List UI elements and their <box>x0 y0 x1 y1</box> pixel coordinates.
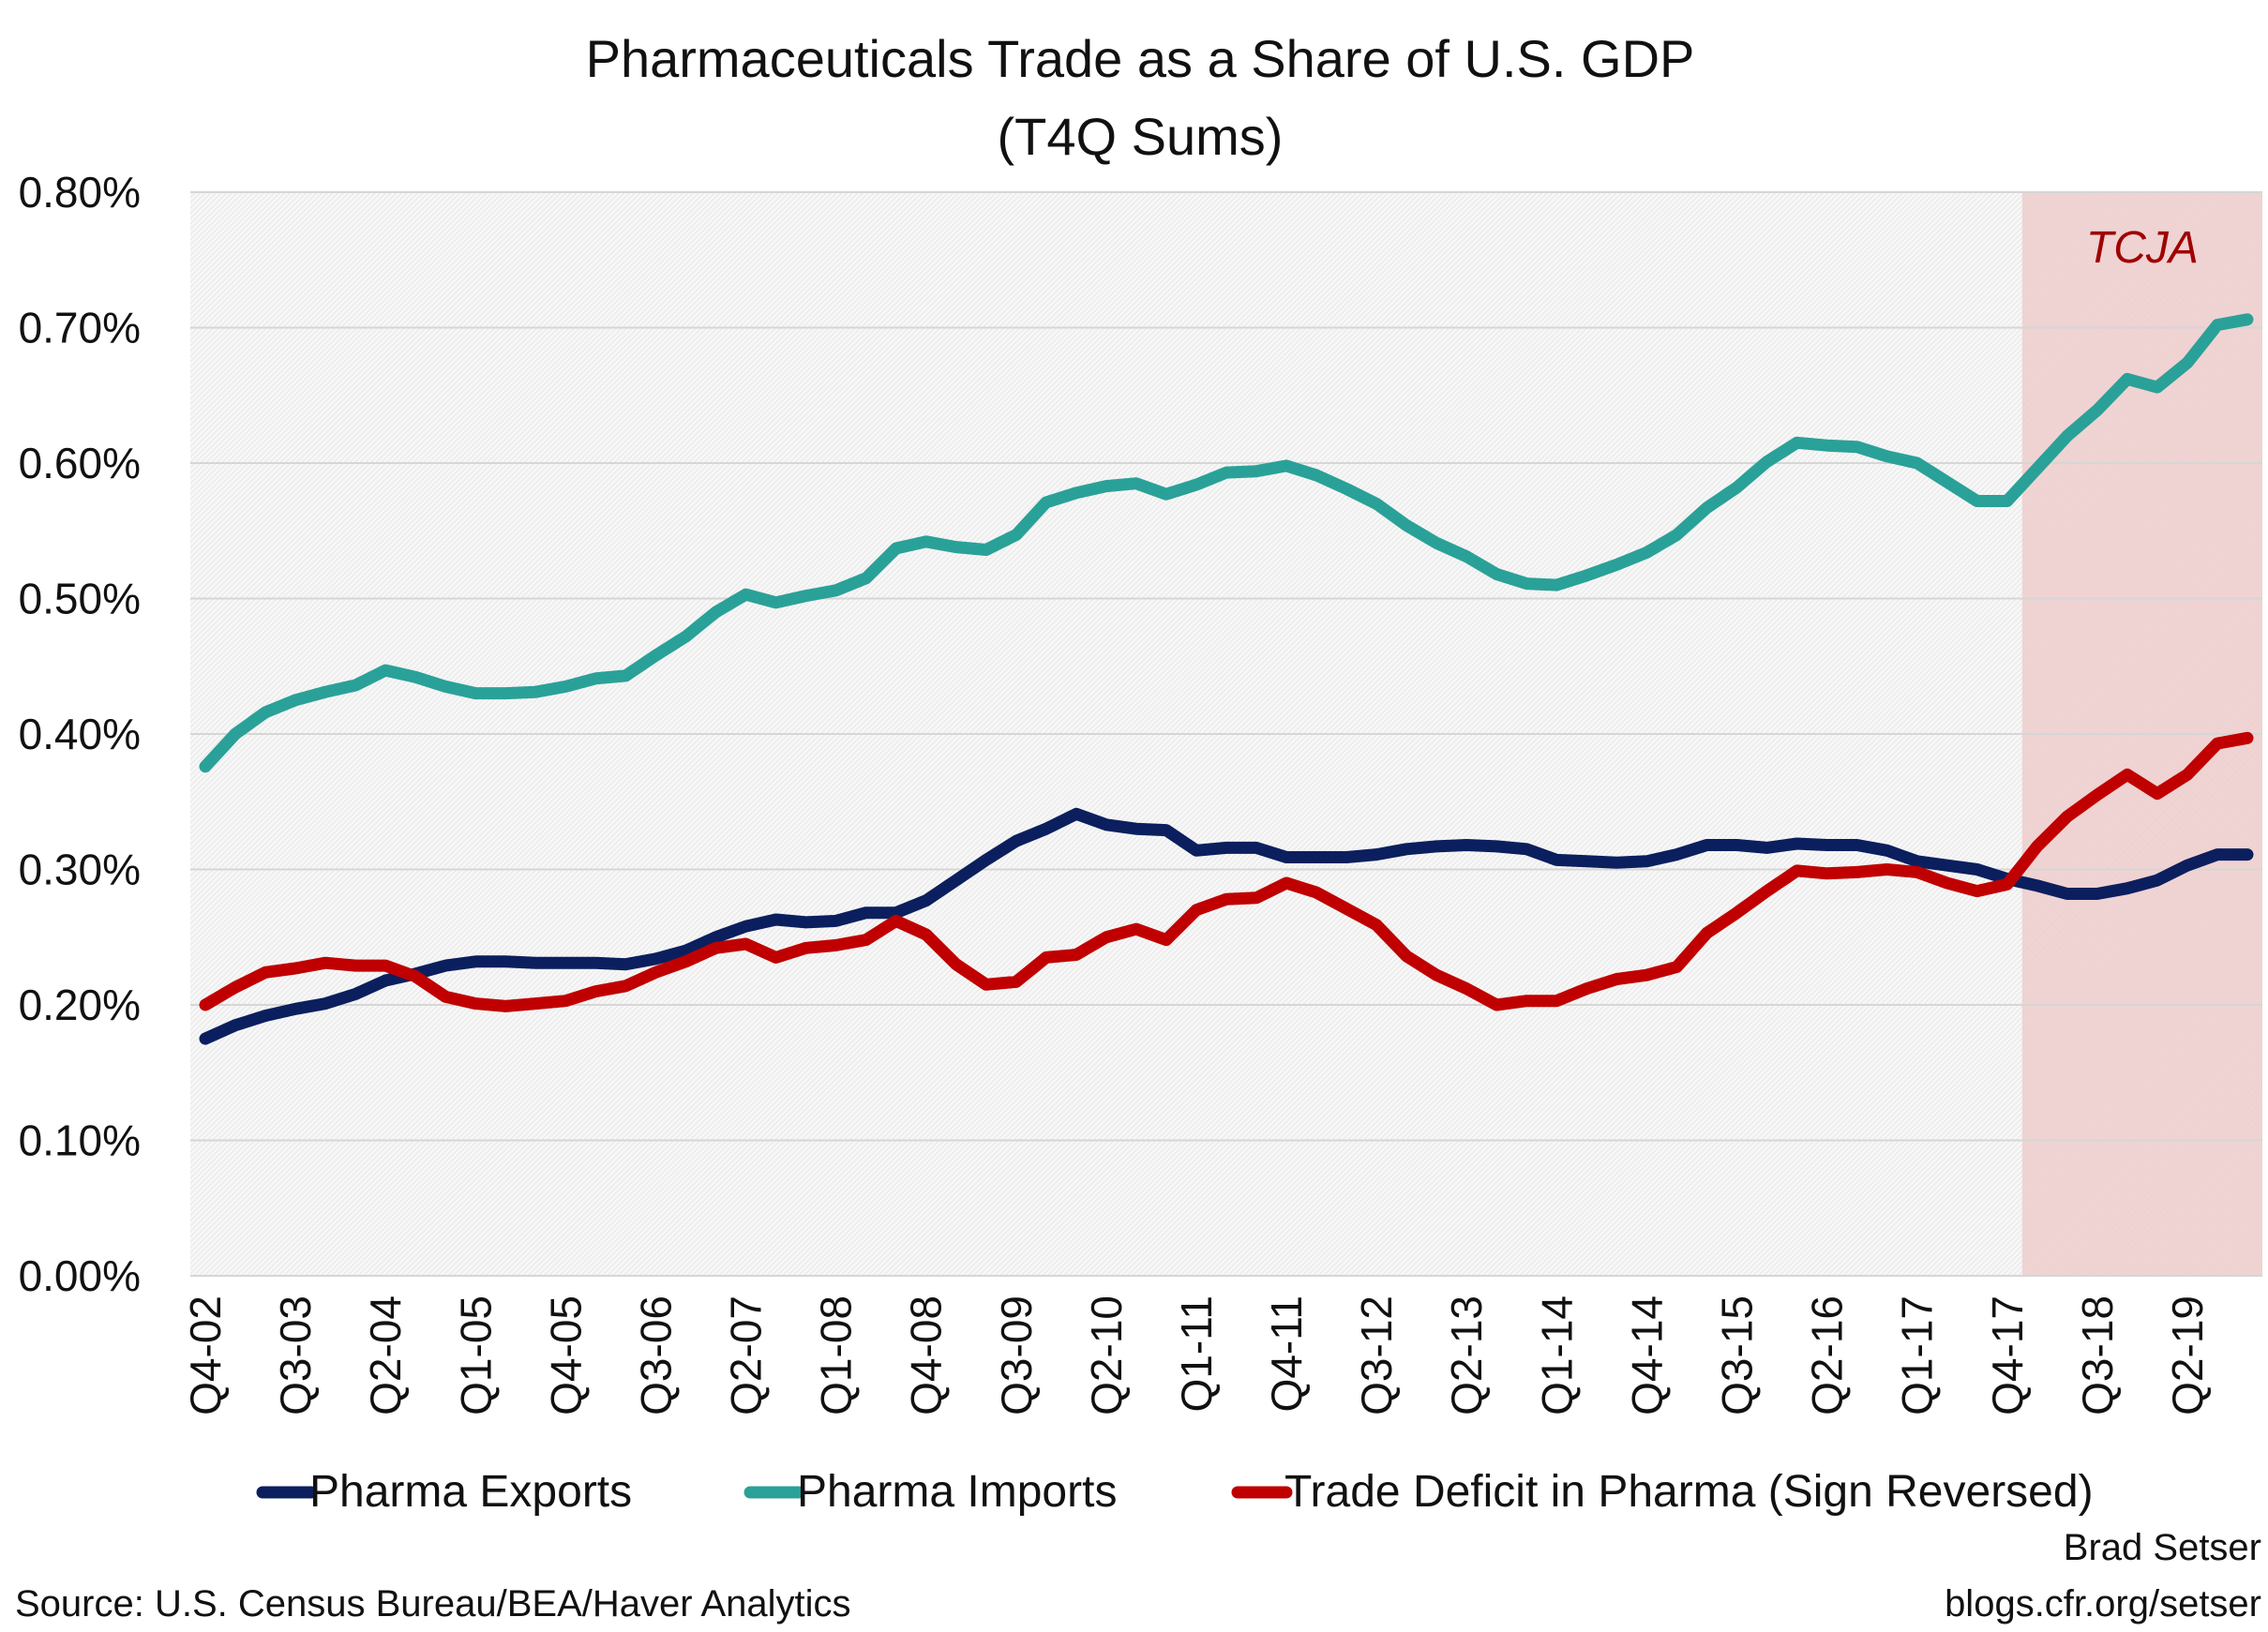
x-tick-label: Q1-14 <box>1532 1295 1581 1415</box>
x-tick-label: Q1-11 <box>1172 1295 1221 1412</box>
tcja-label: TCJA <box>2086 223 2199 273</box>
x-tick-label: Q4-02 <box>181 1295 230 1415</box>
y-tick-label: 0.00% <box>19 1251 141 1300</box>
x-tick-label: Q3-15 <box>1712 1295 1761 1415</box>
legend-label: Pharma Exports <box>309 1467 632 1517</box>
source-note: Source: U.S. Census Bureau/BEA/Haver Ana… <box>15 1583 851 1625</box>
y-tick-label: 0.10% <box>19 1116 141 1165</box>
series-line-exports <box>199 807 2254 1045</box>
x-tick-label: Q1-05 <box>451 1295 500 1415</box>
legend-label: Trade Deficit in Pharma (Sign Reversed) <box>1284 1467 2094 1517</box>
y-tick-label: 0.20% <box>19 981 141 1029</box>
y-tick-label: 0.40% <box>19 710 141 758</box>
x-tick-label: Q3-12 <box>1352 1295 1401 1415</box>
x-tick-label: Q2-13 <box>1442 1295 1491 1415</box>
x-tick-label: Q1-08 <box>812 1295 861 1415</box>
x-tick-label: Q4-17 <box>1983 1295 2032 1415</box>
chart-subtitle: (T4Q Sums) <box>998 107 1284 166</box>
x-tick-label: Q1-17 <box>1893 1295 1942 1415</box>
series-line-deficit <box>199 731 2254 1012</box>
legend-label: Pharma Imports <box>797 1467 1117 1517</box>
x-tick-label: Q4-08 <box>902 1295 951 1415</box>
x-tick-label: Q4-05 <box>541 1295 590 1415</box>
y-tick-label: 0.70% <box>19 304 141 352</box>
x-tick-label: Q3-18 <box>2073 1295 2122 1415</box>
y-tick-label: 0.50% <box>19 575 141 623</box>
y-tick-label: 0.80% <box>19 168 141 217</box>
author-name: Brad Setser <box>2064 1527 2261 1568</box>
x-tick-label: Q4-14 <box>1622 1295 1671 1415</box>
series-line-imports <box>199 313 2254 773</box>
x-tick-label: Q2-04 <box>361 1295 410 1415</box>
x-tick-label: Q4-11 <box>1262 1295 1311 1412</box>
x-tick-label: Q3-06 <box>631 1295 680 1415</box>
x-tick-label: Q2-16 <box>1803 1295 1852 1415</box>
x-tick-label: Q2-10 <box>1082 1295 1131 1415</box>
y-tick-label: 0.60% <box>19 439 141 487</box>
author-url: blogs.cfr.org/setser <box>1945 1583 2261 1625</box>
x-tick-label: Q2-07 <box>722 1295 771 1415</box>
y-tick-label: 0.30% <box>19 846 141 894</box>
x-tick-label: Q2-19 <box>2163 1295 2212 1415</box>
x-tick-label: Q3-09 <box>992 1295 1041 1415</box>
x-tick-label: Q3-03 <box>271 1295 320 1415</box>
chart-title: Pharmaceuticals Trade as a Share of U.S.… <box>586 29 1695 88</box>
